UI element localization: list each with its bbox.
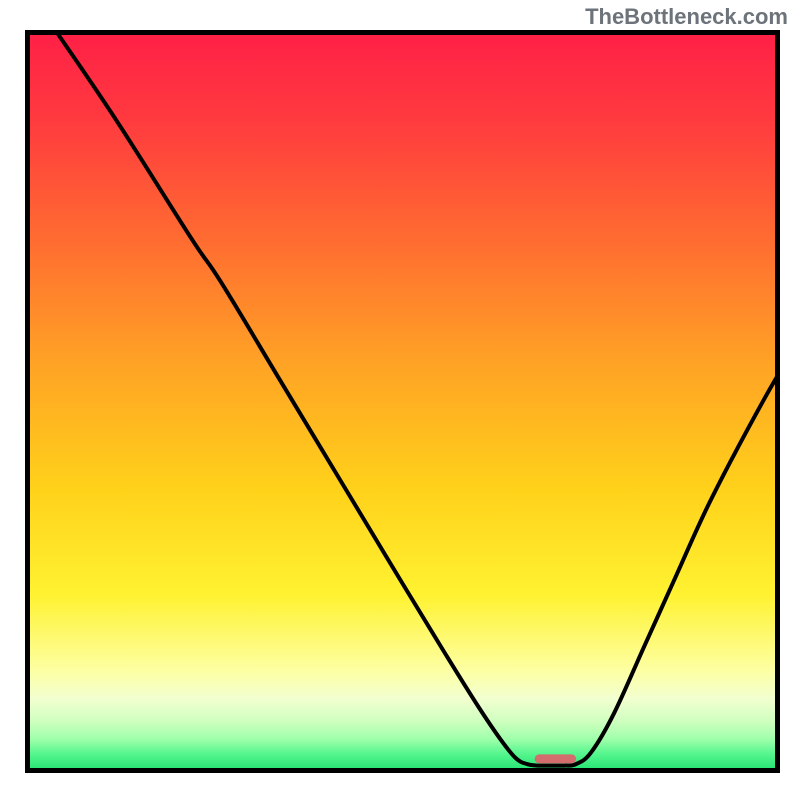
optimum-marker: [535, 754, 577, 763]
watermark-text: TheBottleneck.com: [585, 4, 788, 30]
bottleneck-chart: [0, 0, 800, 800]
chart-background: [25, 30, 780, 773]
chart-frame: TheBottleneck.com: [0, 0, 800, 800]
plot-area: [25, 30, 780, 773]
